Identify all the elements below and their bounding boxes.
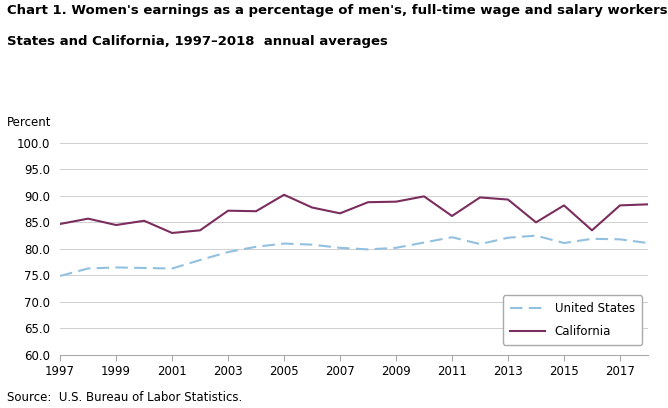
California (420, 194, 428, 199)
Text: Percent: Percent (7, 115, 51, 129)
United States (196, 257, 204, 262)
California (532, 220, 540, 225)
Line: California: California (60, 195, 648, 233)
United States (532, 233, 540, 238)
United States (84, 266, 92, 271)
California (588, 228, 596, 233)
United States (504, 235, 512, 240)
California (336, 211, 344, 216)
California (448, 213, 456, 218)
United States (644, 241, 652, 246)
United States (224, 250, 232, 255)
Text: Source:  U.S. Bureau of Labor Statistics.: Source: U.S. Bureau of Labor Statistics. (7, 391, 242, 404)
United States (252, 244, 260, 249)
United States (560, 241, 568, 246)
California (392, 199, 400, 204)
California (56, 222, 64, 226)
United States (420, 240, 428, 245)
California (84, 216, 92, 221)
California (112, 222, 120, 227)
United States (588, 236, 596, 241)
United States (336, 245, 344, 250)
United States (56, 273, 64, 278)
California (224, 208, 232, 213)
California (280, 192, 288, 197)
California (476, 195, 484, 200)
United States (140, 266, 148, 271)
California (560, 203, 568, 208)
United States (448, 235, 456, 239)
United States (168, 266, 176, 271)
California (364, 200, 372, 205)
United States (616, 237, 624, 242)
California (252, 209, 260, 214)
California (616, 203, 624, 208)
United States (112, 265, 120, 270)
California (504, 197, 512, 202)
United States (280, 241, 288, 246)
United States (476, 242, 484, 246)
Legend: United States, California: United States, California (503, 295, 642, 345)
California (168, 231, 176, 235)
Line: United States: United States (60, 235, 648, 276)
California (140, 218, 148, 223)
California (196, 228, 204, 233)
United States (392, 245, 400, 250)
California (644, 202, 652, 207)
United States (308, 242, 316, 247)
United States (364, 247, 372, 252)
Text: Chart 1. Women's earnings as a percentage of men's, full-time wage and salary wo: Chart 1. Women's earnings as a percentag… (7, 4, 668, 17)
Text: States and California, 1997–2018  annual averages: States and California, 1997–2018 annual … (7, 35, 387, 48)
California (308, 205, 316, 210)
